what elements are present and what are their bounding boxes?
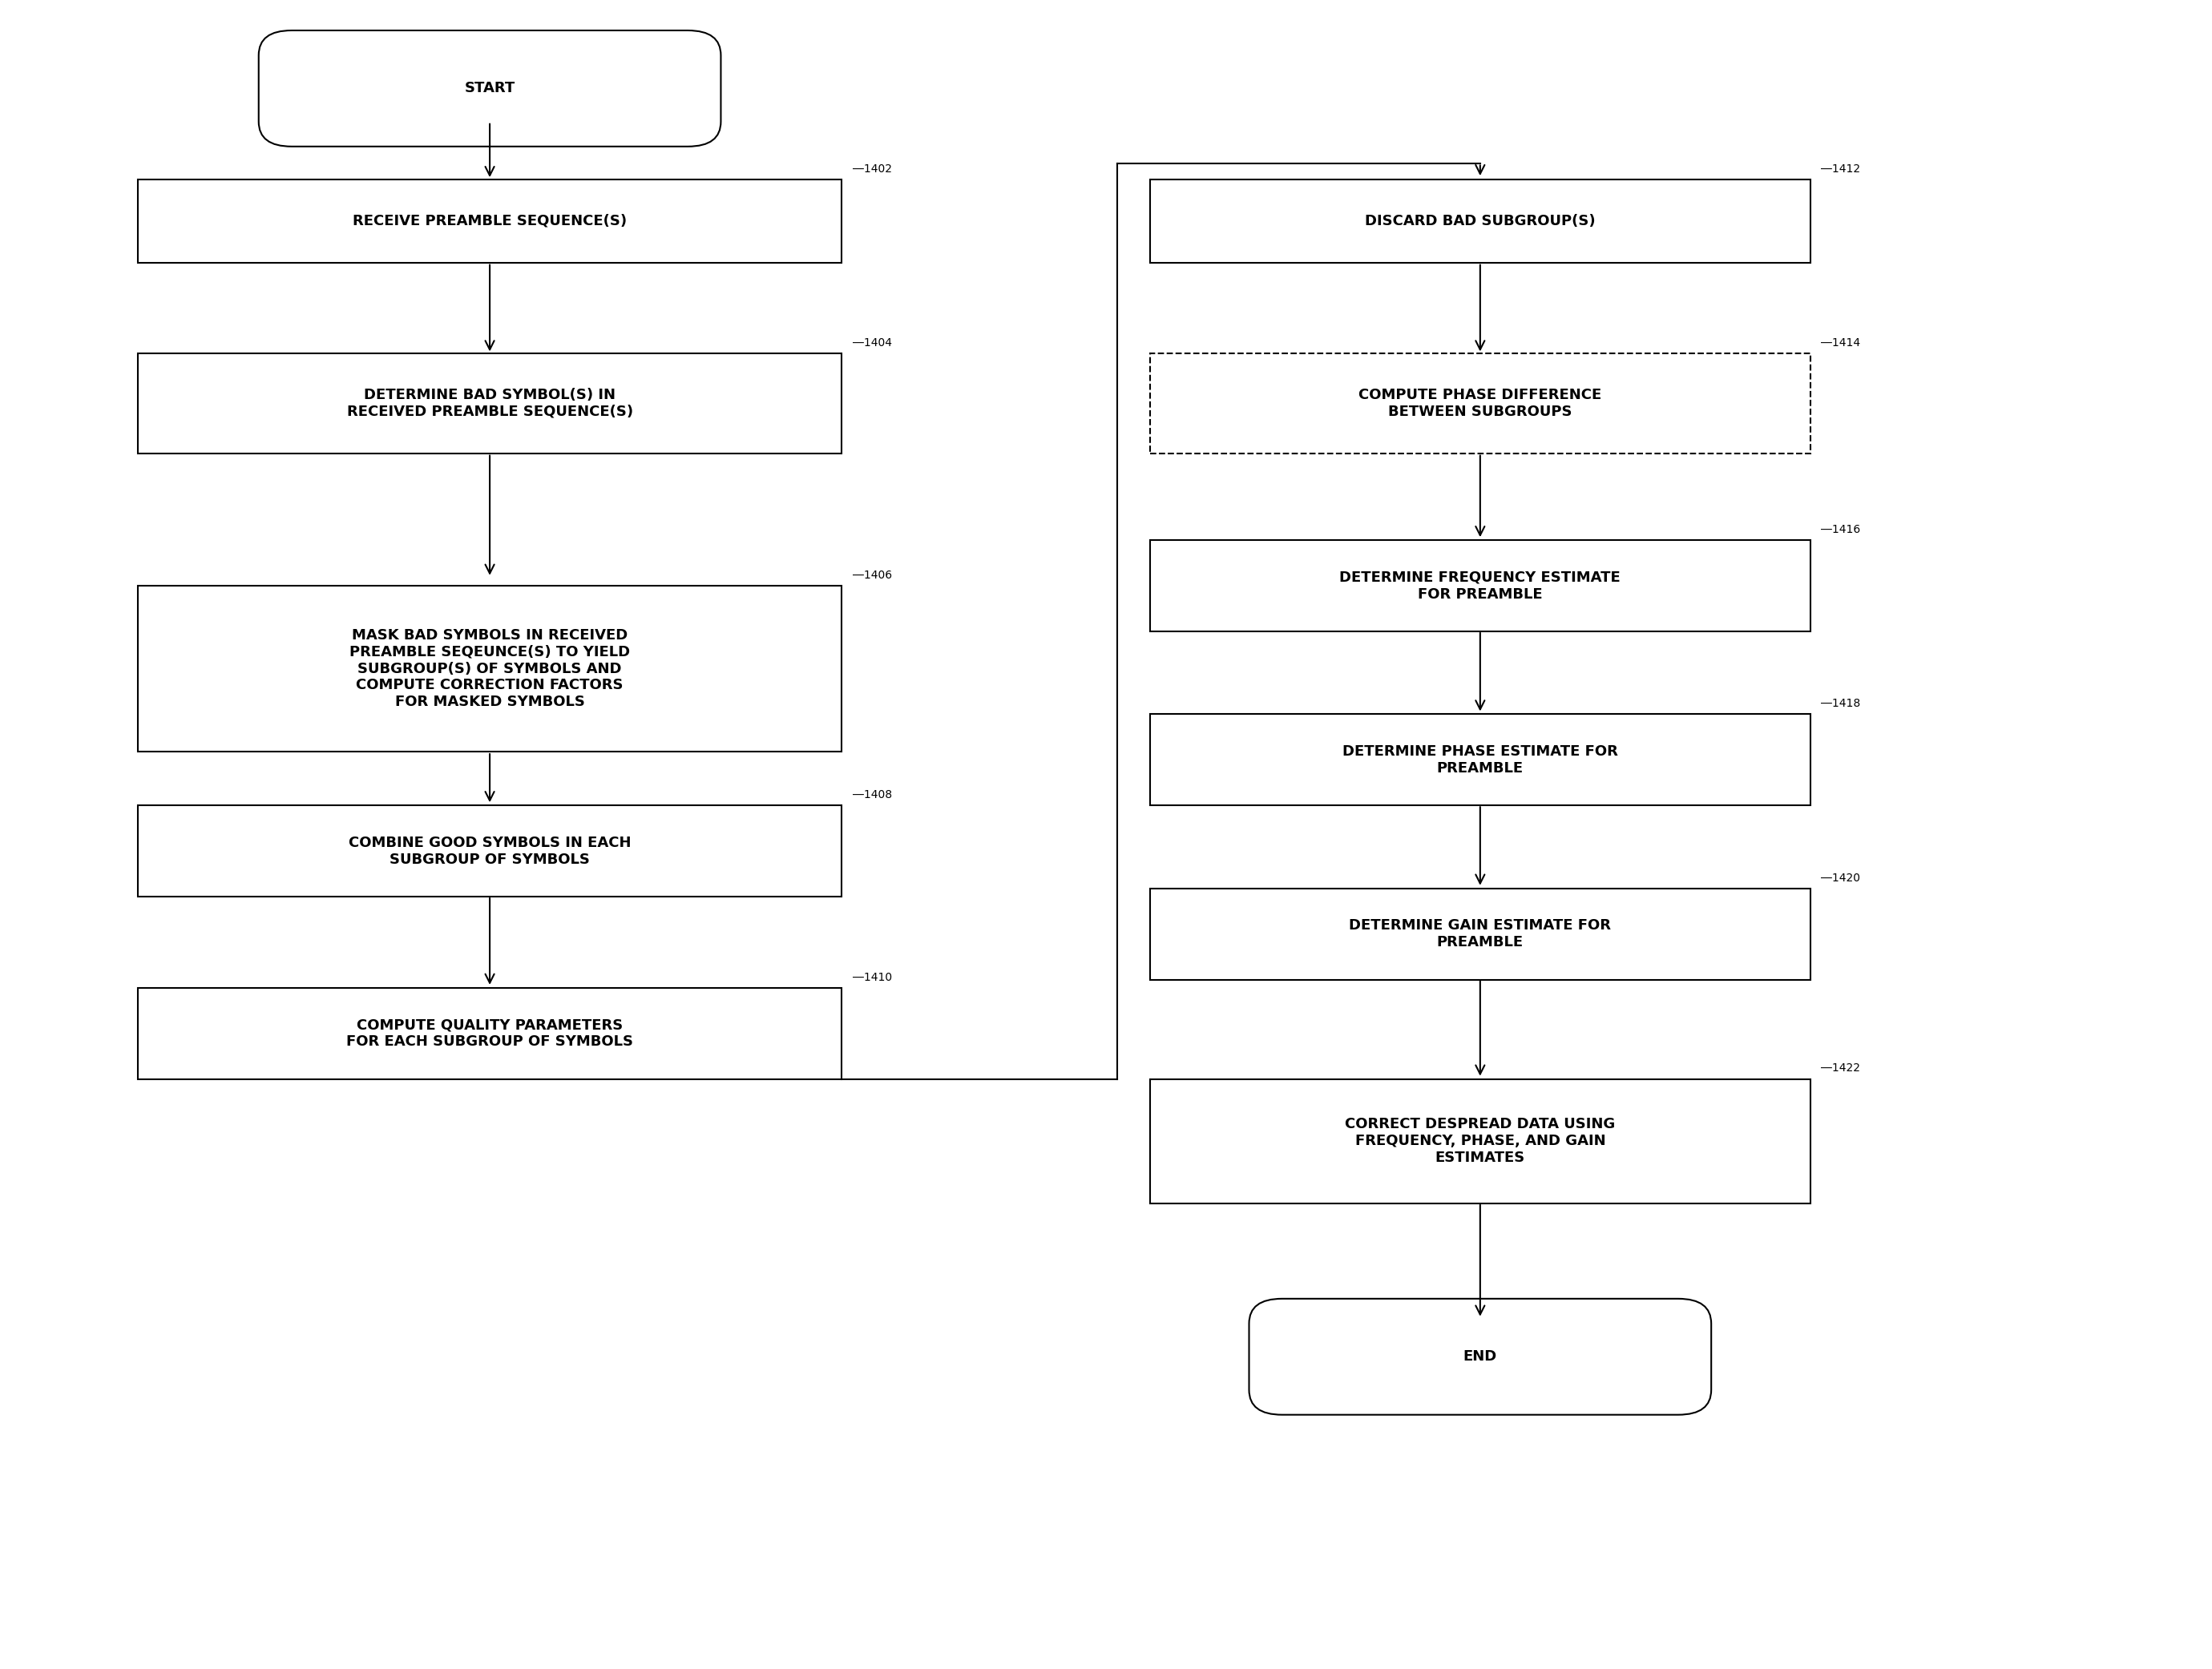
Text: MASK BAD SYMBOLS IN RECEIVED
PREAMBLE SEQEUNCE(S) TO YIELD
SUBGROUP(S) OF SYMBOL: MASK BAD SYMBOLS IN RECEIVED PREAMBLE SE… bbox=[349, 628, 630, 709]
Text: CORRECT DESPREAD DATA USING
FREQUENCY, PHASE, AND GAIN
ESTIMATES: CORRECT DESPREAD DATA USING FREQUENCY, P… bbox=[1345, 1117, 1615, 1165]
Bar bbox=[1150, 888, 1809, 980]
Text: ―1410: ―1410 bbox=[854, 971, 891, 983]
Bar bbox=[137, 988, 843, 1080]
Text: ―1418: ―1418 bbox=[1820, 698, 1860, 709]
Bar bbox=[1150, 541, 1809, 631]
Text: DETERMINE FREQUENCY ESTIMATE
FOR PREAMBLE: DETERMINE FREQUENCY ESTIMATE FOR PREAMBL… bbox=[1340, 571, 1621, 601]
Bar bbox=[1150, 180, 1809, 262]
FancyBboxPatch shape bbox=[259, 30, 721, 147]
Text: RECEIVE PREAMBLE SEQUENCE(S): RECEIVE PREAMBLE SEQUENCE(S) bbox=[352, 214, 626, 229]
Text: COMPUTE PHASE DIFFERENCE
BETWEEN SUBGROUPS: COMPUTE PHASE DIFFERENCE BETWEEN SUBGROU… bbox=[1358, 387, 1601, 419]
Text: END: END bbox=[1462, 1350, 1498, 1364]
FancyBboxPatch shape bbox=[1250, 1298, 1712, 1415]
Text: ―1416: ―1416 bbox=[1820, 524, 1860, 536]
Text: DETERMINE PHASE ESTIMATE FOR
PREAMBLE: DETERMINE PHASE ESTIMATE FOR PREAMBLE bbox=[1343, 744, 1617, 776]
Text: ―1420: ―1420 bbox=[1820, 873, 1860, 883]
Text: ―1402: ―1402 bbox=[854, 164, 891, 175]
Text: ―1422: ―1422 bbox=[1820, 1063, 1860, 1075]
Text: ―1404: ―1404 bbox=[854, 337, 891, 349]
Bar bbox=[1150, 354, 1809, 454]
Bar bbox=[1150, 1080, 1809, 1203]
Text: DETERMINE BAD SYMBOL(S) IN
RECEIVED PREAMBLE SEQUENCE(S): DETERMINE BAD SYMBOL(S) IN RECEIVED PREA… bbox=[347, 387, 633, 419]
Text: ―1414: ―1414 bbox=[1820, 337, 1860, 349]
Bar bbox=[137, 354, 843, 454]
Text: ―1412: ―1412 bbox=[1820, 164, 1860, 175]
Text: ―1406: ―1406 bbox=[854, 569, 891, 581]
Text: ―1408: ―1408 bbox=[854, 789, 891, 801]
Bar bbox=[137, 586, 843, 751]
Text: START: START bbox=[465, 82, 515, 95]
Text: COMPUTE QUALITY PARAMETERS
FOR EACH SUBGROUP OF SYMBOLS: COMPUTE QUALITY PARAMETERS FOR EACH SUBG… bbox=[347, 1018, 633, 1050]
Bar bbox=[137, 180, 843, 262]
Bar bbox=[137, 806, 843, 896]
Text: COMBINE GOOD SYMBOLS IN EACH
SUBGROUP OF SYMBOLS: COMBINE GOOD SYMBOLS IN EACH SUBGROUP OF… bbox=[349, 836, 630, 866]
Text: DISCARD BAD SUBGROUP(S): DISCARD BAD SUBGROUP(S) bbox=[1365, 214, 1595, 229]
Bar bbox=[1150, 714, 1809, 806]
Text: DETERMINE GAIN ESTIMATE FOR
PREAMBLE: DETERMINE GAIN ESTIMATE FOR PREAMBLE bbox=[1349, 918, 1610, 950]
